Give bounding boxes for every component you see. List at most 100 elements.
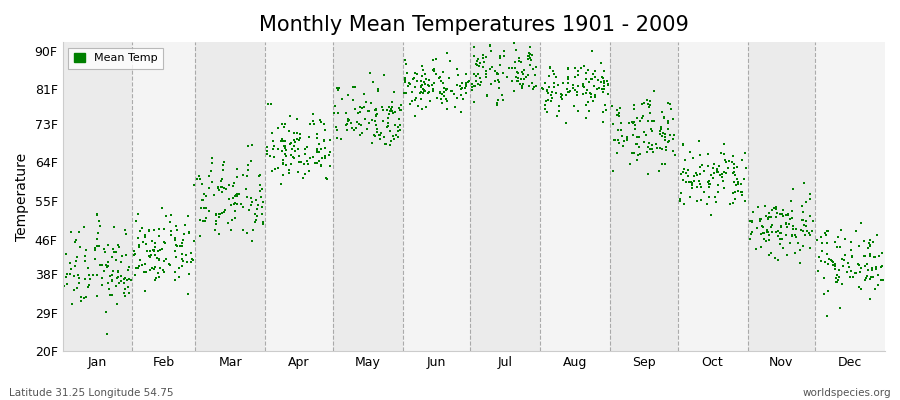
Point (177, 222, 192, 228)
Point (556, 80, 571, 86)
Point (493, 53, 508, 59)
Point (676, 177, 690, 183)
Point (282, 128, 296, 134)
Point (454, 108, 468, 115)
Point (820, 240, 834, 246)
Point (375, 107, 390, 114)
Point (639, 132, 653, 138)
Point (176, 240, 190, 246)
Point (759, 213, 773, 219)
Point (584, 91, 598, 98)
Point (508, 58, 522, 65)
Point (284, 161, 299, 168)
Point (287, 130, 302, 136)
Point (387, 88, 401, 95)
Point (644, 118, 659, 124)
Point (641, 144, 655, 150)
Point (827, 265, 842, 272)
Point (289, 135, 303, 142)
Point (645, 142, 660, 149)
Point (662, 138, 676, 145)
Point (565, 85, 580, 92)
Point (298, 170, 312, 177)
Point (805, 228, 819, 234)
Point (167, 237, 182, 244)
Point (204, 160, 219, 166)
Point (373, 132, 387, 138)
Point (244, 194, 258, 201)
Point (600, 91, 615, 97)
Point (67, 273, 81, 280)
Bar (678, 42, 748, 351)
Point (376, 72, 391, 78)
Point (433, 74, 447, 81)
Point (340, 121, 355, 127)
Point (434, 96, 448, 102)
Point (314, 146, 328, 153)
Point (653, 128, 668, 134)
Point (227, 200, 241, 207)
Point (666, 136, 680, 142)
Point (340, 92, 355, 98)
Point (508, 65, 522, 71)
Point (734, 189, 749, 195)
Point (288, 138, 302, 145)
Point (709, 169, 724, 176)
Point (706, 170, 721, 176)
Point (726, 165, 741, 171)
Point (153, 265, 167, 271)
Point (209, 211, 223, 218)
Point (449, 95, 464, 101)
Point (296, 175, 310, 182)
Point (650, 145, 664, 151)
Point (643, 140, 657, 146)
Point (753, 216, 768, 222)
Point (101, 242, 115, 248)
Point (212, 187, 226, 193)
Point (833, 227, 848, 234)
Point (755, 222, 770, 229)
Point (236, 172, 250, 179)
Point (377, 134, 392, 140)
Point (491, 78, 506, 85)
Point (156, 267, 170, 273)
Point (657, 114, 671, 121)
Point (202, 208, 217, 214)
Point (79, 294, 94, 300)
Point (816, 290, 831, 297)
Point (472, 35, 486, 41)
Point (744, 218, 759, 225)
Point (379, 141, 393, 147)
Point (589, 94, 603, 100)
Point (861, 245, 876, 251)
Point (439, 96, 454, 102)
Legend: Mean Temp: Mean Temp (68, 48, 163, 69)
Point (559, 120, 573, 126)
Point (541, 97, 555, 104)
Point (597, 86, 611, 92)
Point (796, 209, 811, 216)
Point (275, 148, 290, 155)
Point (559, 92, 573, 98)
Point (58, 283, 72, 290)
Point (723, 201, 737, 208)
Point (69, 285, 84, 291)
Point (490, 70, 504, 76)
Point (407, 74, 421, 81)
Point (459, 81, 473, 88)
Point (435, 91, 449, 98)
Point (567, 86, 581, 93)
Point (753, 231, 768, 238)
Point (770, 228, 785, 234)
Point (196, 218, 211, 224)
Point (514, 37, 528, 44)
Point (764, 250, 778, 256)
Point (68, 263, 83, 269)
Point (641, 118, 655, 124)
Point (428, 66, 442, 72)
Point (338, 110, 353, 116)
Point (515, 83, 529, 90)
Point (693, 152, 707, 159)
Point (731, 181, 745, 188)
Point (118, 227, 132, 233)
